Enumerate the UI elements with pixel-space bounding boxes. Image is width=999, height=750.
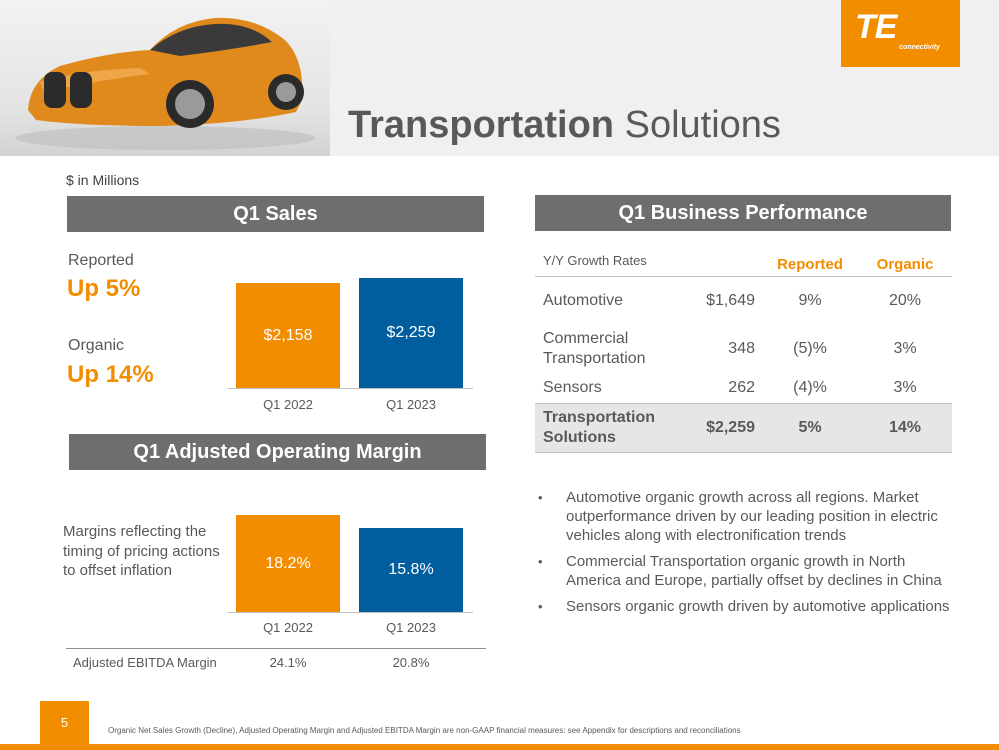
list-item: Commercial Transportation organic growth… (538, 552, 950, 590)
performance-heading: Q1 Business Performance (535, 195, 951, 231)
page-title-bold: Transportation (348, 104, 615, 146)
row-commercial-organic: 3% (893, 340, 917, 357)
sales-x-axis (228, 388, 473, 389)
ebitda-value-q1-2022: 24.1% (269, 655, 307, 670)
row-sensors-name: Sensors (543, 379, 602, 396)
sales-heading: Q1 Sales (67, 196, 484, 232)
margin-bar-label-q1-2022: 18.2% (265, 554, 311, 572)
ebitda-value-q1-2023: 20.8% (392, 655, 430, 670)
page-number: 5 (40, 701, 89, 744)
col-header-reported: Reported (777, 256, 843, 273)
margin-note: Margins reflecting the timing of pricing… (63, 523, 220, 579)
margin-bar-label-q1-2023: 15.8% (388, 561, 434, 578)
logo-mark: TE (855, 8, 897, 46)
row-sensors-reported: (4)% (793, 379, 827, 396)
row-automotive-name: Automotive (543, 292, 624, 309)
col-header-organic: Organic (876, 256, 934, 273)
table-header-divider (535, 276, 952, 277)
logo-subtext: connectivity (899, 44, 940, 51)
organic-value: Up 14% (67, 361, 154, 388)
row-automotive-organic: 20% (888, 292, 922, 309)
page-title-rest: Solutions (624, 104, 781, 146)
commentary-list: Automotive organic growth across all reg… (538, 488, 950, 623)
total-reported: 5% (798, 419, 822, 436)
sales-tick-q1-2023: Q1 2023 (386, 397, 436, 412)
row-sensors-sales: 262 (728, 379, 755, 396)
units-note: $ in Millions (66, 172, 140, 188)
sales-bar-label-q1-2022: $2,158 (263, 326, 313, 344)
total-sales: $2,259 (706, 419, 755, 436)
reported-value: Up 5% (67, 275, 141, 302)
row-automotive-sales: $1,649 (706, 292, 755, 309)
margin-tick-q1-2023: Q1 2023 (386, 620, 436, 635)
footer-line (0, 744, 999, 750)
sales-bar-q1-2023: $2,259 (359, 278, 463, 388)
car-illustration (15, 17, 315, 150)
sales-bar-q1-2022: $2,158 (236, 283, 340, 388)
organic-label: Organic (68, 337, 125, 354)
margin-heading: Q1 Adjusted Operating Margin (69, 434, 486, 470)
row-commercial-name: Commercial Transportation (543, 330, 646, 367)
row-commercial-reported: (5)% (793, 340, 827, 357)
company-logo: TE connectivity (841, 0, 960, 67)
ebitda-divider (66, 648, 486, 649)
total-name: Transportation Solutions (543, 409, 656, 446)
margin-bar-q1-2022: 18.2% (236, 515, 340, 612)
col-label-growth-rates: Y/Y Growth Rates (543, 253, 647, 268)
row-sensors-organic: 3% (893, 379, 917, 396)
total-organic: 14% (888, 419, 922, 436)
row-commercial-sales: 348 (728, 340, 755, 357)
list-item: Automotive organic growth across all reg… (538, 488, 950, 545)
margin-bar-q1-2023: 15.8% (359, 528, 463, 612)
reported-label: Reported (68, 252, 134, 269)
margin-tick-q1-2022: Q1 2022 (263, 620, 313, 635)
sales-bar-label-q1-2023: $2,259 (386, 324, 436, 341)
list-item: Sensors organic growth driven by automot… (538, 597, 950, 616)
margin-x-axis (228, 612, 473, 613)
sales-tick-q1-2022: Q1 2022 (263, 397, 313, 412)
page-title: Transportation Solutions (348, 104, 781, 147)
row-automotive-reported: 9% (798, 292, 822, 309)
total-row (535, 403, 952, 453)
footnote: Organic Net Sales Growth (Decline), Adju… (108, 726, 741, 735)
ebitda-label: Adjusted EBITDA Margin (73, 655, 217, 670)
car-photo (0, 0, 330, 156)
